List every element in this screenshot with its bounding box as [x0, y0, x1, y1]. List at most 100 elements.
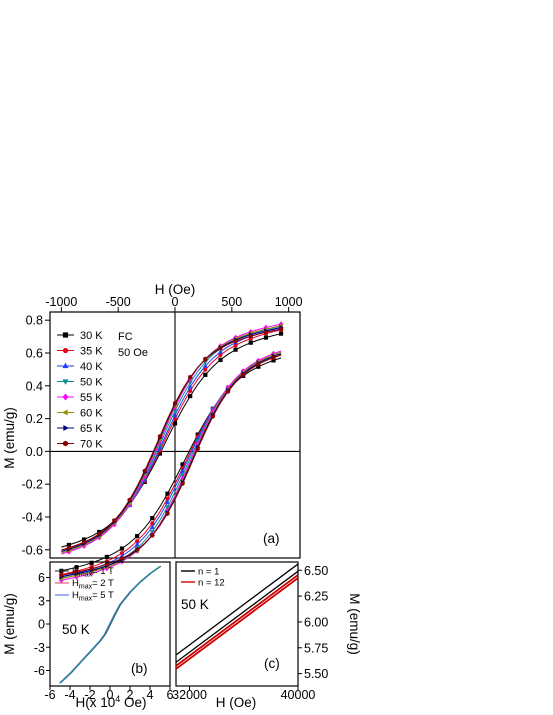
loop-point — [157, 433, 162, 439]
left-tick-label: -0.6 — [21, 543, 43, 557]
loop-point — [119, 556, 124, 561]
legend-marker — [62, 379, 69, 385]
x-tick-label: 32000 — [172, 688, 207, 702]
x-axis-label: H(x 104 Oe) — [75, 694, 146, 710]
legend-marker — [62, 347, 69, 354]
y-tick-label: 3 — [38, 594, 45, 608]
left-tick-label: 0.6 — [26, 347, 43, 361]
magnetization-line-2-1 — [175, 574, 299, 667]
loop-point — [263, 335, 269, 340]
legend-label: 40 K — [80, 361, 103, 373]
loop-point — [149, 524, 155, 529]
annotation-temp: 50 K — [181, 597, 209, 612]
loop-point — [165, 511, 170, 517]
legend-label: 55 K — [80, 392, 103, 404]
loop-point — [233, 347, 238, 352]
x-tick-label: -4 — [64, 688, 75, 702]
loop-point — [165, 491, 170, 496]
y-tick-label: -6 — [34, 664, 45, 678]
left-tick-label: 0.0 — [26, 445, 43, 459]
overlap-curve — [59, 566, 161, 684]
loop-point — [104, 554, 109, 560]
x-axis-label: H (Oe) — [216, 695, 257, 710]
loop-point — [218, 352, 223, 358]
loop-point — [97, 531, 102, 537]
top-axis-label: H (Oe) — [155, 282, 196, 297]
panel-a: -1000 -500 0 500 1000 -0.6 -0.4 -0.2 0.0 0.2 0.4 0.… — [2, 282, 303, 584]
y-tick-label: 6 — [38, 571, 45, 585]
loop-point — [203, 372, 208, 377]
loop-point — [188, 393, 193, 399]
loop-point — [187, 384, 193, 389]
loop-point — [278, 331, 284, 336]
loop-point — [218, 357, 223, 362]
loop-point — [226, 389, 231, 394]
annotation-field: 50 Oe — [118, 347, 148, 359]
loop-point — [135, 547, 140, 552]
legend-label: Hmax= 5 T — [72, 590, 114, 603]
legend-label: n = 12 — [198, 578, 225, 589]
left-tick-label: -0.2 — [21, 478, 43, 492]
magnetization-line-2-2 — [175, 577, 299, 670]
loop-point — [202, 363, 208, 368]
top-tick-label: 500 — [221, 295, 242, 309]
loop-point — [241, 372, 246, 378]
legend-label: 30 K — [80, 330, 103, 342]
loop-point — [119, 546, 125, 551]
x-tick-label: 40000 — [281, 688, 316, 702]
x-tick-label: 0 — [107, 688, 114, 702]
loop-point — [89, 566, 94, 571]
loop-series-70k — [59, 326, 284, 578]
y-tick-label: 6.25 — [304, 590, 328, 604]
legend-marker — [62, 332, 69, 338]
magnetization-line-1-2 — [175, 570, 299, 663]
loop-point — [142, 468, 147, 474]
legend-label: 35 K — [80, 346, 103, 358]
x-tick-label: 6 — [167, 688, 174, 702]
loop-point — [134, 541, 140, 547]
legend-marker — [62, 362, 69, 369]
left-tick-label: 0.2 — [26, 412, 43, 426]
loop-point — [150, 533, 155, 538]
x-tick-label: -6 — [44, 688, 55, 702]
loop-point — [203, 367, 208, 372]
legend-label: 50 K — [80, 377, 103, 389]
top-tick-label: 1000 — [275, 295, 303, 309]
loop-point — [263, 330, 268, 335]
left-tick-label: 0.8 — [26, 314, 43, 328]
y-tick-label: 5.50 — [304, 667, 328, 681]
loop-point — [217, 349, 223, 354]
loop-point — [112, 518, 117, 523]
loop-point — [149, 529, 155, 535]
loop-point — [164, 505, 170, 510]
legend-marker — [62, 393, 69, 401]
loop-point — [172, 400, 178, 406]
legend-label: 65 K — [80, 423, 103, 435]
y-tick-label: 6.00 — [304, 615, 328, 629]
panel-label-a: (a) — [263, 531, 280, 546]
top-tick-label: -1000 — [45, 295, 77, 309]
legend-marker — [63, 424, 69, 432]
x-tick-label: 2 — [127, 688, 134, 702]
top-tick-label: -500 — [106, 295, 131, 309]
annotation-temp: 50 K — [62, 622, 90, 637]
x-tick-label: 4 — [147, 688, 154, 702]
loop-point — [218, 346, 223, 351]
y-tick-label: 0 — [38, 618, 45, 632]
legend-marker — [63, 440, 68, 447]
loop-point — [74, 569, 79, 575]
y-tick-label: 5.75 — [304, 641, 328, 655]
legend-label: n = 1 — [198, 567, 219, 578]
top-tick-label: 0 — [172, 295, 179, 309]
loop-point — [164, 499, 170, 505]
y-tick-label: 6.50 — [304, 564, 328, 578]
loop-point — [248, 340, 253, 345]
loop-point — [271, 355, 276, 360]
loop-point — [127, 497, 132, 503]
legend-marker — [62, 409, 68, 416]
loop-point — [279, 326, 284, 332]
loop-point — [195, 446, 200, 452]
loop-point — [210, 414, 215, 419]
